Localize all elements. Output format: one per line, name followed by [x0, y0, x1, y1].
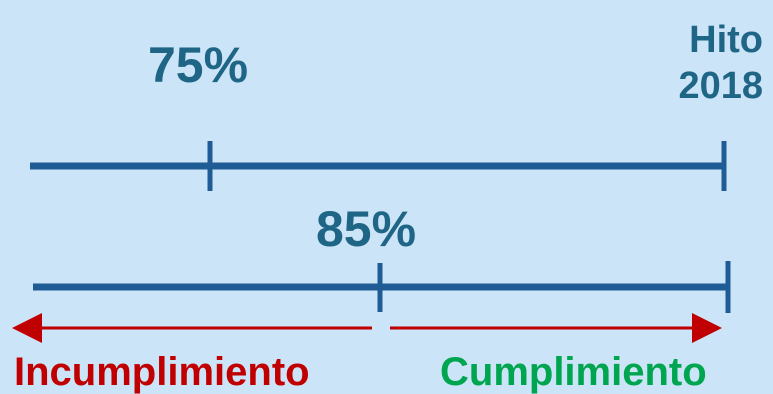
- milestone-label-line2: 2018: [678, 64, 763, 107]
- cumplimiento-label: Cumplimiento: [440, 350, 707, 394]
- incumplimiento-label: Incumplimiento: [14, 350, 310, 394]
- bottom-percent-label: 85%: [316, 201, 417, 257]
- milestone-label: Hito 2018: [678, 18, 763, 109]
- milestone-label-line1: Hito: [689, 19, 763, 61]
- top-percent-label: 75%: [148, 37, 249, 93]
